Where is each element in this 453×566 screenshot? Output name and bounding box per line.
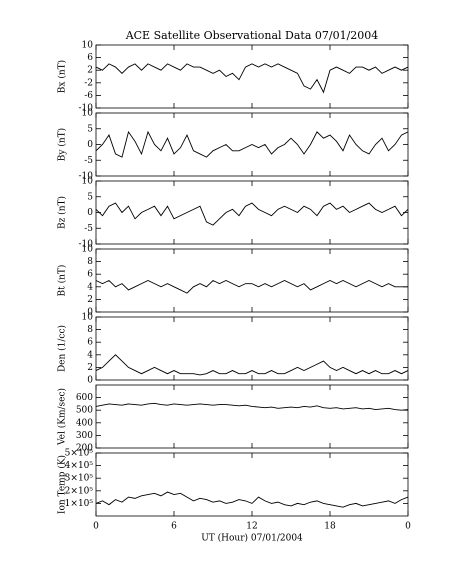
y-tick-label: -10: [79, 172, 94, 182]
y-tick-label: 4: [87, 282, 93, 292]
y-tick-label: 3×10⁵: [65, 474, 94, 484]
y-tick-label: 600: [76, 393, 93, 403]
y-tick-label: 2: [87, 295, 93, 305]
y-tick-label: 2: [87, 66, 93, 76]
y-tick-label: 5: [87, 192, 93, 202]
series-line: [95, 63, 409, 94]
y-axis-label: Bt (nT): [57, 265, 68, 297]
y-tick-label: 4: [87, 350, 93, 360]
panel-frame: [95, 384, 409, 449]
series-line: [95, 354, 409, 376]
y-tick-label: 6: [87, 270, 93, 280]
y-tick-label: -5: [84, 224, 93, 234]
x-tick-label: 12: [246, 522, 257, 532]
y-tick-label: 2×10⁵: [65, 486, 94, 496]
y-tick-label: 1×10⁵: [65, 499, 94, 509]
y-tick-label: 10: [82, 109, 94, 119]
y-tick-label: 6: [87, 338, 93, 348]
x-axis-label: UT (Hour) 07/01/2004: [201, 533, 303, 544]
y-tick-label: 10: [82, 177, 94, 187]
y-axis-label: Ion Temp (K): [57, 455, 68, 514]
x-tick-label: 0: [93, 522, 99, 532]
series-line: [95, 202, 409, 226]
series-line: [95, 402, 409, 411]
series-line: [95, 279, 408, 294]
panel-frame: [95, 44, 409, 109]
panel-frame: [95, 248, 409, 313]
chart-title: ACE Satellite Observational Data 07/01/2…: [125, 29, 379, 42]
y-tick-label: 4×10⁵: [65, 461, 94, 471]
y-tick-label: 10: [82, 313, 94, 323]
y-tick-label: 0: [87, 140, 93, 150]
y-tick-label: 0: [87, 208, 93, 218]
y-axis-label: By (nT): [57, 128, 68, 161]
y-tick-label: 200: [76, 444, 93, 454]
y-axis-label: Bz (nT): [57, 196, 68, 229]
y-tick-label: -10: [79, 240, 94, 250]
y-tick-label: 6: [87, 53, 93, 63]
y-tick-label: 5×10⁵: [65, 449, 94, 459]
y-tick-label: 2: [87, 363, 93, 373]
y-tick-label: -5: [84, 156, 93, 166]
series-line: [95, 491, 409, 508]
y-tick-label: -2: [84, 78, 93, 88]
y-axis-label: Den (1/cc): [57, 325, 68, 372]
y-tick-label: 0: [87, 376, 93, 386]
y-tick-label: -6: [84, 91, 93, 101]
y-tick-label: 8: [87, 325, 93, 335]
panel-frame: [95, 180, 409, 245]
y-tick-label: 5: [87, 124, 93, 134]
y-tick-label: 500: [76, 406, 93, 416]
y-tick-label: 10: [82, 41, 94, 51]
y-tick-label: 10: [82, 245, 94, 255]
x-tick-label: 18: [324, 522, 336, 532]
panel-frame: [95, 452, 409, 517]
series-line: [95, 130, 409, 158]
y-tick-label: 8: [87, 257, 93, 267]
y-axis-label: Vel (Km/sec): [57, 388, 68, 446]
y-tick-label: 0: [87, 308, 93, 318]
y-tick-label: 400: [76, 418, 93, 428]
x-tick-label: 0: [405, 522, 411, 532]
x-tick-label: 6: [171, 522, 177, 532]
y-axis-label: Bx (nT): [57, 60, 68, 93]
y-tick-label: 300: [76, 431, 93, 441]
y-tick-label: -10: [79, 104, 94, 114]
